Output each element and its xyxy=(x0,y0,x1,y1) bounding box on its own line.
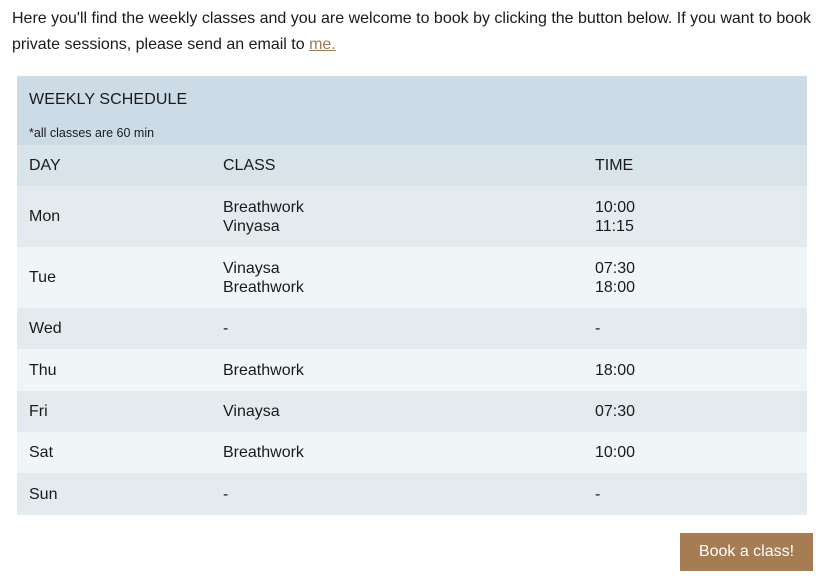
class-name: Breathwork xyxy=(223,198,304,216)
email-me-link[interactable]: me. xyxy=(309,36,336,53)
day-cell: Sun xyxy=(29,485,58,503)
column-header-row: DAY CLASS TIME xyxy=(17,145,807,186)
class-name: Vinaysa xyxy=(223,259,280,277)
class-time: 07:30 xyxy=(595,259,636,277)
column-header-day: DAY xyxy=(29,157,61,174)
class-cell: Breathwork xyxy=(223,444,304,461)
schedule-title: WEEKLY SCHEDULE xyxy=(29,91,188,108)
time-cell: 07:30 18:00 xyxy=(583,259,807,297)
book-class-button[interactable]: Book a class! xyxy=(680,533,813,571)
schedule-note: *all classes are 60 min xyxy=(29,126,155,140)
class-cell: Breathwork Vinyasa xyxy=(211,198,583,236)
day-cell: Thu xyxy=(29,361,57,379)
day-cell: Fri xyxy=(29,403,48,420)
class-name: Vinyasa xyxy=(223,217,280,235)
class-time: 11:15 xyxy=(595,217,634,235)
time-cell: 10:00 11:15 xyxy=(583,198,807,236)
class-cell: - xyxy=(223,320,229,337)
time-cell: - xyxy=(595,320,601,337)
table-row: Thu Breathwork 18:00 xyxy=(17,349,807,391)
column-header-class: CLASS xyxy=(223,157,276,174)
intro-paragraph: Here you'll find the weekly classes and … xyxy=(12,6,822,58)
table-row: Sun - - xyxy=(17,473,807,515)
day-cell: Tue xyxy=(29,269,56,286)
table-row: Sat Breathwork 10:00 xyxy=(17,432,807,473)
day-cell: Wed xyxy=(29,320,62,337)
class-cell: - xyxy=(223,485,229,503)
table-row: Wed - - xyxy=(17,308,807,349)
class-time: 10:00 xyxy=(595,198,636,216)
class-time: 18:00 xyxy=(595,278,636,296)
intro-text: Here you'll find the weekly classes and … xyxy=(12,10,812,53)
time-cell: 18:00 xyxy=(595,361,636,379)
class-cell: Vinaysa xyxy=(223,403,280,420)
table-row: Tue Vinaysa Breathwork 07:30 18:00 xyxy=(17,247,807,308)
time-cell: 07:30 xyxy=(595,403,636,420)
column-header-time: TIME xyxy=(595,157,634,174)
class-cell: Vinaysa Breathwork xyxy=(211,259,583,297)
weekly-schedule-table: WEEKLY SCHEDULE *all classes are 60 min … xyxy=(17,76,807,515)
schedule-header: WEEKLY SCHEDULE *all classes are 60 min xyxy=(17,76,807,145)
table-row: Mon Breathwork Vinyasa 10:00 11:15 xyxy=(17,186,807,247)
table-row: Fri Vinaysa 07:30 xyxy=(17,391,807,432)
day-cell: Mon xyxy=(29,208,61,225)
class-name: Breathwork xyxy=(223,278,304,296)
class-cell: Breathwork xyxy=(223,361,304,379)
time-cell: - xyxy=(595,485,601,503)
day-cell: Sat xyxy=(29,444,54,461)
time-cell: 10:00 xyxy=(595,444,636,461)
